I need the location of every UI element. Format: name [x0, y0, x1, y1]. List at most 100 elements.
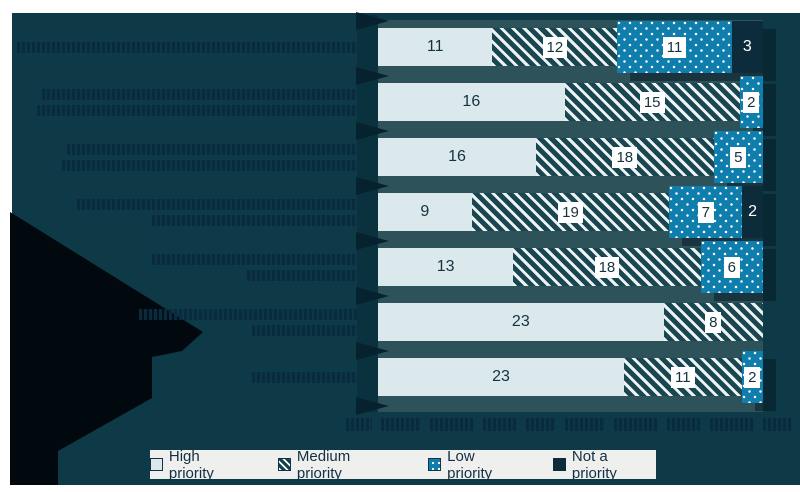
category-label-redacted [77, 198, 362, 226]
legend-swatch-low-icon [428, 458, 442, 471]
redacted-text-line [42, 88, 362, 100]
category-label-redacted [62, 143, 362, 171]
legend-label: High priority [168, 447, 214, 482]
bar-segment-high: 16 [378, 83, 565, 121]
bar-segment-low: 11 [617, 21, 732, 73]
bar-row: 9 19 7 2 [378, 186, 763, 238]
bar-segment-medium: 18 [513, 248, 701, 286]
redacted-note-word [565, 418, 605, 431]
chevron-right-icon [356, 11, 389, 30]
legend-item: High priority [150, 448, 248, 482]
category-label-redacted [17, 41, 362, 53]
bar-segment-not: 3 [731, 21, 763, 73]
redacted-text-line [77, 198, 362, 210]
redacted-text-line [139, 308, 362, 320]
redacted-note-word [381, 418, 421, 431]
segment-value-label: 8 [705, 311, 722, 333]
chevron-right-icon [356, 121, 389, 140]
chevron-right-icon [356, 396, 389, 415]
chevron-right-icon [356, 176, 389, 195]
legend-item: Not a priority [553, 448, 656, 482]
segment-value-label: 18 [594, 256, 620, 278]
bar-segment-not: 2 [742, 186, 763, 238]
segment-value-label: 12 [542, 36, 568, 58]
legend-swatch-not-icon [553, 458, 566, 471]
bar-segment-medium: 11 [623, 358, 742, 396]
bar-segment-high: 23 [378, 303, 664, 341]
legend-label: Medium priority [296, 447, 351, 482]
segment-value-label: 7 [697, 201, 714, 223]
redacted-text-line [252, 371, 362, 383]
redacted-text-line [252, 324, 362, 336]
segment-value-label: 6 [723, 256, 740, 278]
bar-segment-high: 16 [378, 138, 536, 176]
bar-segment-high: 9 [378, 193, 472, 231]
chevron-right-icon [356, 341, 389, 360]
bar-segment-high: 23 [378, 358, 624, 396]
bar-row: 11 12 11 3 [378, 21, 763, 73]
segment-value-label: 16 [448, 148, 466, 165]
redacted-text-line [247, 269, 362, 281]
bar-segment-medium: 15 [564, 83, 740, 121]
legend-label: Not a priority [571, 447, 617, 482]
redacted-note-word [483, 418, 517, 431]
segment-value-label: 13 [436, 258, 455, 275]
chevron-right-icon [356, 231, 389, 250]
redacted-note-word [430, 418, 474, 431]
chart-legend: High priority Medium priority Low priority… [150, 448, 656, 482]
stacked-bars-area: 11 12 11 3 16 15 2 16 18 5 9 19 7 2 13 18 6 23 8 23 11 2 [378, 20, 763, 412]
segment-value-label: 16 [462, 93, 481, 110]
bar-row: 23 11 2 [378, 351, 763, 403]
bar-segment-medium: 19 [471, 193, 670, 231]
bar-segment-low: 2 [741, 351, 763, 403]
segment-value-label: 9 [420, 203, 430, 220]
redacted-text-line [67, 143, 362, 155]
legend-item: Low priority [428, 448, 523, 482]
category-label-redacted [152, 253, 362, 281]
bar-segment-medium: 18 [535, 138, 714, 176]
redacted-text-line [152, 214, 362, 226]
segment-value-label: 3 [742, 38, 752, 55]
redacted-note-word [667, 418, 701, 431]
bar-row: 13 18 6 [378, 241, 763, 293]
redacted-text-line [37, 104, 362, 116]
category-label-redacted [139, 308, 362, 336]
redacted-text-line [17, 41, 362, 53]
segment-value-label: 5 [730, 146, 747, 168]
category-label-redacted [37, 88, 362, 116]
legend-item: Medium priority [278, 448, 398, 482]
segment-value-label: 19 [558, 201, 583, 223]
segment-value-label: 11 [662, 36, 687, 58]
redacted-note-word [763, 418, 793, 431]
bar-segment-low: 6 [700, 241, 763, 293]
category-label-redacted [252, 371, 362, 383]
bar-segment-medium: 8 [663, 303, 763, 341]
redacted-note-word [346, 418, 372, 431]
axis-strip [357, 15, 378, 412]
legend-swatch-med-icon [278, 458, 291, 471]
redacted-text-line [62, 159, 362, 171]
segment-value-label: 23 [492, 368, 510, 385]
segment-value-label: 2 [744, 366, 761, 388]
redacted-note-word [710, 418, 754, 431]
bar-segment-low: 2 [739, 76, 763, 128]
bar-row: 16 18 5 [378, 131, 763, 183]
segment-value-label: 23 [511, 313, 530, 330]
segment-value-label: 18 [612, 146, 638, 168]
segment-value-label: 2 [748, 203, 757, 220]
redacted-note-word [614, 418, 658, 431]
redacted-text-line [152, 253, 362, 265]
bar-segment-high: 11 [378, 28, 493, 66]
chevron-right-icon [356, 286, 389, 305]
bar-row: 16 15 2 [378, 76, 763, 128]
legend-label: Low priority [447, 447, 493, 482]
redacted-note-word [526, 418, 556, 431]
segment-value-label: 15 [639, 91, 665, 113]
bar-row: 23 8 [378, 303, 763, 341]
segment-value-label: 11 [426, 38, 444, 55]
segment-value-label: 11 [670, 366, 695, 388]
bar-segment-high: 13 [378, 248, 514, 286]
chevron-right-icon [356, 66, 389, 85]
bar-segment-medium: 12 [492, 28, 618, 66]
